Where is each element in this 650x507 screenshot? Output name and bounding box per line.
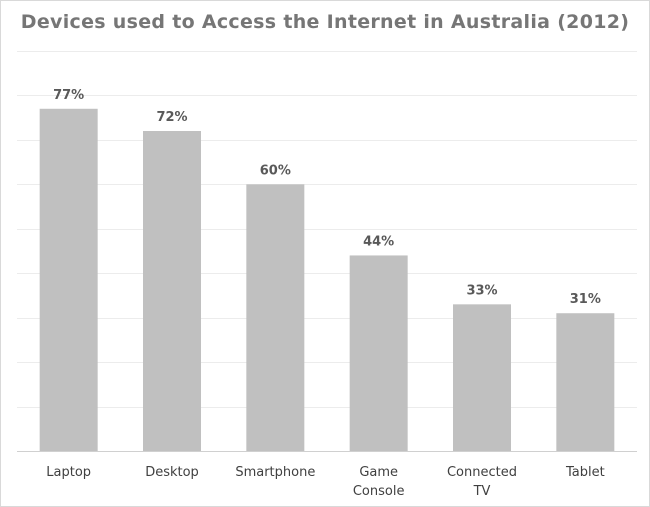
data-label: 31% bbox=[570, 292, 601, 307]
category-label: Desktop bbox=[145, 465, 199, 480]
category-label-line: Tablet bbox=[565, 465, 605, 480]
category-label: Tablet bbox=[565, 465, 605, 480]
category-label: Smartphone bbox=[235, 465, 315, 480]
data-label: 33% bbox=[466, 283, 497, 298]
bar bbox=[453, 304, 511, 451]
data-label: 44% bbox=[363, 234, 394, 249]
category-label: Laptop bbox=[46, 465, 91, 480]
bar bbox=[246, 184, 305, 452]
category-label-line: Smartphone bbox=[235, 465, 315, 480]
category-label-line: Laptop bbox=[46, 465, 91, 480]
bar bbox=[349, 255, 408, 451]
bar bbox=[556, 313, 615, 451]
chart-title: Devices used to Access the Internet in A… bbox=[20, 11, 630, 33]
category-label-line: Connected bbox=[447, 465, 517, 480]
category-label-line: Game bbox=[359, 465, 398, 480]
category-label-line: TV bbox=[473, 484, 491, 499]
category-label: Game Console bbox=[353, 465, 405, 499]
data-label: 60% bbox=[260, 163, 291, 178]
data-label: 72% bbox=[156, 110, 187, 125]
category-label-line: Console bbox=[353, 484, 405, 499]
bar bbox=[143, 131, 201, 451]
category-label: Connected TV bbox=[447, 465, 517, 499]
data-label: 77% bbox=[53, 88, 84, 103]
category-label-line: Desktop bbox=[145, 465, 199, 480]
bar bbox=[39, 108, 98, 452]
